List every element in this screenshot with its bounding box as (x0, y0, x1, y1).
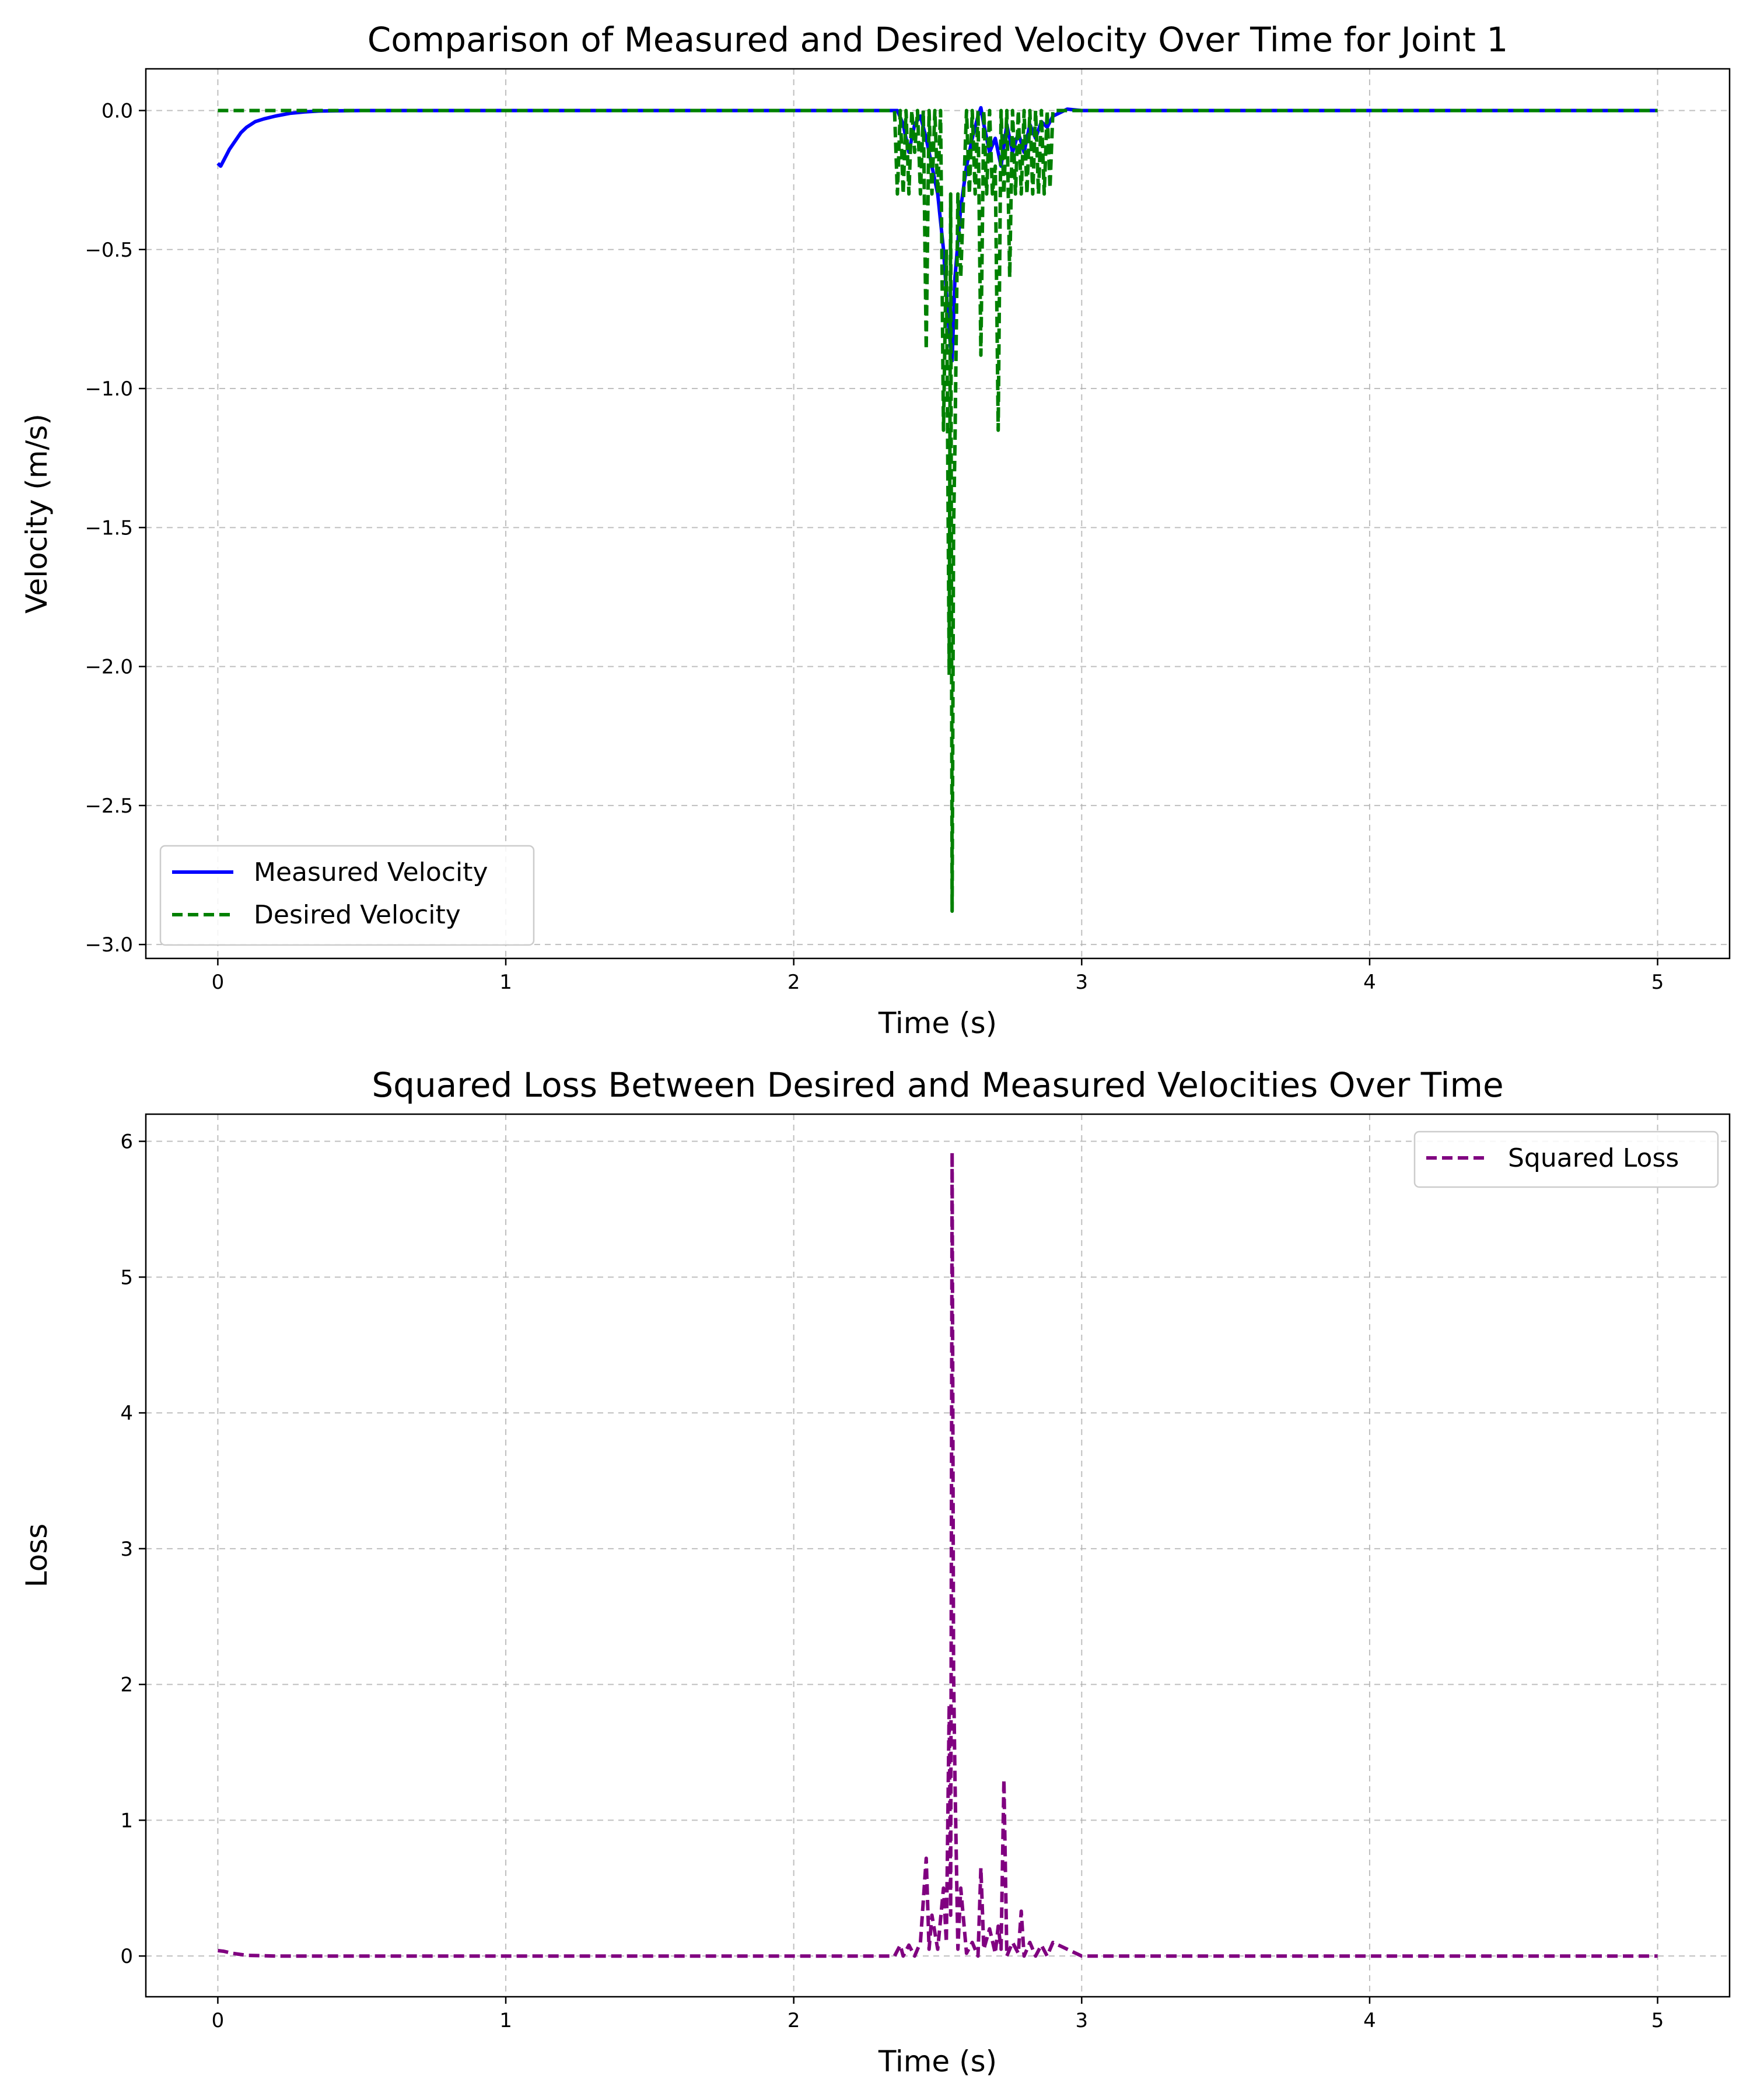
x-axis-label: Time (s) (878, 2045, 997, 2078)
x-tick-label: 5 (1651, 2009, 1664, 2032)
x-tick-label: 0 (212, 2009, 225, 2032)
x-tick-label: 3 (1075, 2009, 1088, 2032)
velocity-chart-panel: 0 1 2 3 4 5 0.0 −0.5 −1.0 −1.5 −2.0 −2.5 −3.0 Compari… (20, 20, 1731, 1040)
x-tick-label: 4 (1363, 2009, 1376, 2032)
chart-title: Squared Loss Between Desired and Measure… (372, 1065, 1503, 1105)
y-tick-label: −2.0 (85, 656, 133, 679)
y-tick-label: −2.5 (85, 794, 133, 818)
series-line-desired-velocity (218, 108, 1658, 913)
y-tick-label: 0.0 (102, 99, 133, 123)
x-tick-label: 1 (499, 971, 512, 994)
legend: Measured Velocity Desired Velocity (159, 845, 535, 946)
y-tick-label: −1.0 (85, 377, 133, 401)
y-axis-label: Velocity (m/s) (20, 414, 54, 614)
axes-frame (145, 1113, 1731, 1998)
legend-box (1413, 1130, 1719, 1188)
legend-label: Measured Velocity (254, 858, 488, 887)
x-tick-label: 4 (1363, 971, 1376, 994)
chart-title: Comparison of Measured and Desired Veloc… (368, 20, 1508, 60)
y-tick-label: 4 (120, 1402, 133, 1425)
axes-frame (145, 68, 1731, 960)
x-axis-label: Time (s) (878, 1006, 997, 1040)
y-tick-label: −0.5 (85, 239, 133, 262)
y-tick-label: −1.5 (85, 516, 133, 540)
y-tick-label: 3 (120, 1538, 133, 1561)
y-tick-label: −3.0 (85, 933, 133, 957)
x-tick-label: 2 (788, 971, 800, 994)
y-tick-label: 2 (120, 1674, 133, 1697)
series-line-squared-loss (218, 1150, 1658, 1958)
legend: Squared Loss (1413, 1130, 1719, 1188)
y-tick-label: 0 (120, 1945, 133, 1968)
x-tick-label: 1 (499, 2009, 512, 2032)
loss-chart-panel: 0 1 2 3 4 5 0 1 2 3 4 5 6 Squared Loss Between Desire… (20, 1065, 1731, 2078)
y-axis-label: Loss (20, 1524, 54, 1588)
y-tick-label: 5 (120, 1266, 133, 1289)
legend-label: Desired Velocity (254, 900, 461, 930)
legend-box (159, 845, 535, 946)
y-tick-label: 6 (120, 1130, 133, 1154)
x-tick-label: 3 (1075, 971, 1088, 994)
legend-label: Squared Loss (1508, 1143, 1679, 1173)
x-tick-label: 5 (1651, 971, 1664, 994)
x-tick-label: 2 (788, 2009, 800, 2032)
y-tick-label: 1 (120, 1809, 133, 1832)
x-tick-label: 0 (212, 971, 225, 994)
